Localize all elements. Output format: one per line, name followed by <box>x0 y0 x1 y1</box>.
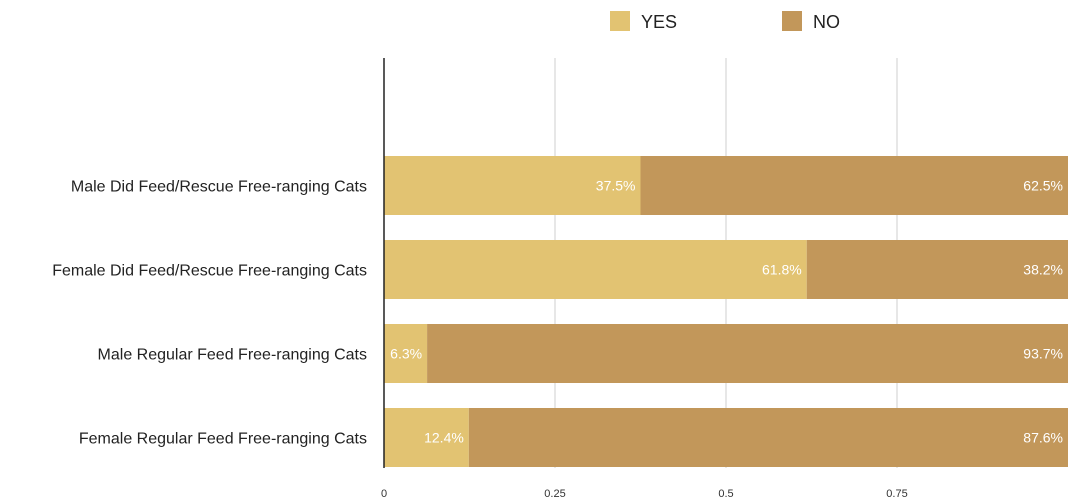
data-label-no: 87.6% <box>1023 430 1063 446</box>
data-label-no: 38.2% <box>1023 262 1063 278</box>
x-tick-label: 0.5 <box>718 488 733 500</box>
legend-swatch-no <box>782 11 802 31</box>
x-tick-label: 0.25 <box>544 488 565 500</box>
bar-segment-no <box>806 240 1068 299</box>
x-tick-label: 0 <box>381 488 387 500</box>
data-label-no: 93.7% <box>1023 346 1063 362</box>
category-label: Male Regular Feed Free-ranging Cats <box>98 347 367 364</box>
bar-segment-yes <box>384 240 807 299</box>
legend-label-no: NO <box>813 12 840 32</box>
data-label-yes: 61.8% <box>762 262 802 278</box>
bar-segment-no <box>640 156 1068 215</box>
bar-segment-yes <box>384 324 428 383</box>
data-label-yes: 12.4% <box>424 430 464 446</box>
legend-label-yes: YES <box>641 12 677 32</box>
x-tick-labels: 0 0.25 0.5 0.75 <box>381 488 908 500</box>
data-labels: 37.5% 62.5% 61.8% 38.2% 6.3% 93.7% 12.4% 87.6% <box>390 178 1063 446</box>
legend-swatch-yes <box>610 11 630 31</box>
category-label: Female Regular Feed Free-ranging Cats <box>79 431 367 448</box>
category-label: Male Did Feed/Rescue Free-ranging Cats <box>71 179 367 196</box>
category-labels: Male Did Feed/Rescue Free-ranging Cats Fe… <box>52 179 367 448</box>
category-label: Female Did Feed/Rescue Free-ranging Cats <box>52 263 367 280</box>
data-label-yes: 37.5% <box>596 178 636 194</box>
legend: YES NO <box>610 11 840 32</box>
bar-segment-no <box>468 408 1068 467</box>
bar-segment-yes <box>384 156 641 215</box>
data-label-yes: 6.3% <box>390 346 422 362</box>
data-label-no: 62.5% <box>1023 178 1063 194</box>
bar-segment-no <box>427 324 1068 383</box>
bar-segment-yes <box>384 408 469 467</box>
x-tick-label: 0.75 <box>886 488 907 500</box>
bars <box>384 156 1068 467</box>
